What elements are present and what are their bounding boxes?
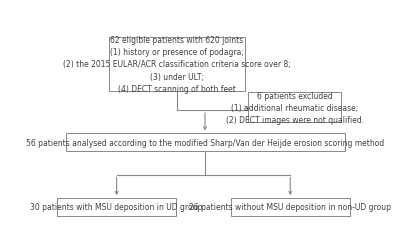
FancyBboxPatch shape — [230, 198, 350, 216]
Text: 62 eligible patients with 620 joints
(1) history or presence of podagra;
(2) the: 62 eligible patients with 620 joints (1)… — [63, 36, 291, 93]
FancyBboxPatch shape — [109, 38, 245, 92]
Text: 26 patients without MSU deposition in non-UD group: 26 patients without MSU deposition in no… — [189, 202, 391, 211]
FancyBboxPatch shape — [57, 198, 176, 216]
Text: 30 patients with MSU deposition in UD group: 30 patients with MSU deposition in UD gr… — [30, 202, 203, 211]
FancyBboxPatch shape — [66, 134, 344, 151]
Text: 56 patients analysed according to the modified Sharp/Van der Heijde erosion scor: 56 patients analysed according to the mo… — [26, 138, 384, 147]
Text: 6 patients excluded
(1) additional rheumatic disease;
(2) DECT images were not q: 6 patients excluded (1) additional rheum… — [226, 92, 364, 124]
FancyBboxPatch shape — [248, 93, 341, 123]
